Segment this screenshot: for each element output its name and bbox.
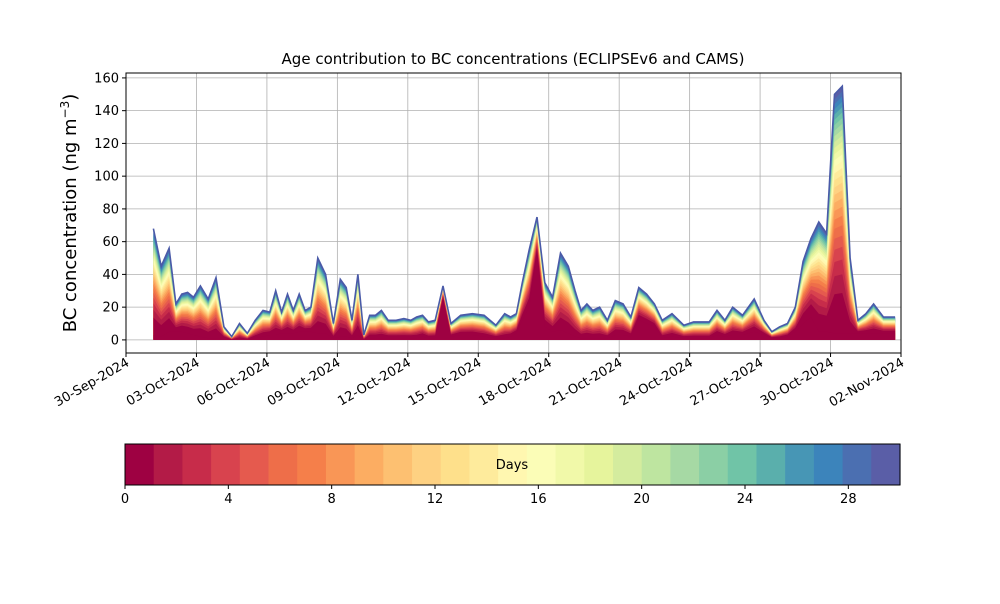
colorbar-frame	[124, 443, 901, 486]
colorbar-swatch	[555, 444, 585, 485]
y-axis-label-close: )	[60, 94, 81, 101]
colorbar-swatch	[871, 444, 901, 485]
colorbar-swatch	[641, 444, 671, 485]
y-tick-label: 0	[111, 333, 119, 348]
y-tick-label: 160	[94, 71, 119, 86]
y-tick-label: 80	[102, 202, 119, 217]
colorbar-swatch	[412, 444, 442, 485]
total-line	[152, 84, 896, 339]
colorbar-swatch	[670, 444, 700, 485]
colorbar-swatch	[813, 444, 844, 485]
colorbar-tick-label: 28	[840, 492, 857, 507]
y-tick-label: 120	[94, 137, 119, 152]
x-tick-label: 30-Oct-2024	[758, 355, 836, 409]
colorbar-swatch	[182, 444, 212, 485]
colorbar-swatch	[239, 444, 270, 485]
x-tick-label: 21-Oct-2024	[547, 355, 625, 409]
y-axis-label: BC concentration (ng m−3)	[58, 94, 81, 333]
x-tick-label: 09-Oct-2024	[265, 355, 343, 409]
colorbar-swatch	[584, 444, 614, 485]
colorbar-swatch	[469, 444, 499, 485]
grid-lines	[125, 73, 902, 353]
colorbar-tick-label: 8	[328, 492, 336, 507]
x-tick-label: 27-Oct-2024	[688, 355, 766, 409]
y-tick-label: 40	[102, 268, 119, 283]
y-tick-label: 100	[94, 170, 119, 185]
x-tick-label: 02-Nov-2024	[827, 355, 907, 410]
colorbar-swatch	[440, 444, 471, 485]
x-axis: 30-Sep-202403-Oct-202406-Oct-202409-Oct-…	[52, 353, 907, 410]
colorbar-tick-label: 12	[427, 492, 444, 507]
area-layers	[152, 84, 896, 340]
plot-frame	[125, 72, 902, 354]
colorbar-tick-label: 16	[530, 492, 547, 507]
colorbar-swatch	[756, 444, 786, 485]
colorbar-tick-label: 4	[224, 492, 232, 507]
x-tick-label: 03-Oct-2024	[124, 355, 202, 409]
colorbar-ticks: 0 4 8 12 16 20 24 28	[121, 485, 857, 507]
colorbar-swatch	[842, 444, 872, 485]
colorbar-swatch	[526, 444, 557, 485]
colorbar-swatch	[785, 444, 815, 485]
y-axis-label-main: BC concentration (ng m	[60, 118, 81, 332]
x-tick-label: 12-Oct-2024	[335, 355, 413, 409]
colorbar-tick-label: 24	[737, 492, 754, 507]
colorbar-swatch	[211, 444, 241, 485]
colorbar-swatch	[268, 444, 298, 485]
y-tick-label: 140	[94, 104, 119, 119]
age-layer-0-2-days	[153, 254, 896, 340]
y-tick-label: 60	[102, 235, 119, 250]
x-tick-label: 15-Oct-2024	[406, 355, 484, 409]
colorbar-swatch	[354, 444, 384, 485]
colorbar-swatch	[727, 444, 758, 485]
chart-title: Age contribution to BC concentrations (E…	[282, 50, 745, 68]
x-tick-label: 24-Oct-2024	[617, 355, 695, 409]
colorbar-swatch	[383, 444, 413, 485]
colorbar-swatch	[612, 444, 643, 485]
colorbar-swatch	[325, 444, 356, 485]
colorbar-swatch	[498, 444, 528, 485]
x-tick-label: 06-Oct-2024	[195, 355, 273, 409]
colorbar-label: Days	[496, 458, 529, 473]
colorbar-swatch	[297, 444, 327, 485]
colorbar-swatch	[153, 444, 183, 485]
colorbar	[125, 444, 901, 485]
y-axis-label-exponent: −3	[58, 101, 72, 119]
colorbar-swatch	[699, 444, 729, 485]
x-tick-label: 30-Sep-2024	[52, 355, 132, 410]
y-axis: 0 20 40 60 80 100 120 140 160	[94, 71, 126, 348]
colorbar-tick-label: 0	[121, 492, 129, 507]
colorbar-swatch	[125, 444, 155, 485]
x-tick-label: 18-Oct-2024	[476, 355, 554, 409]
y-tick-label: 20	[102, 301, 119, 316]
colorbar-tick-label: 20	[633, 492, 650, 507]
